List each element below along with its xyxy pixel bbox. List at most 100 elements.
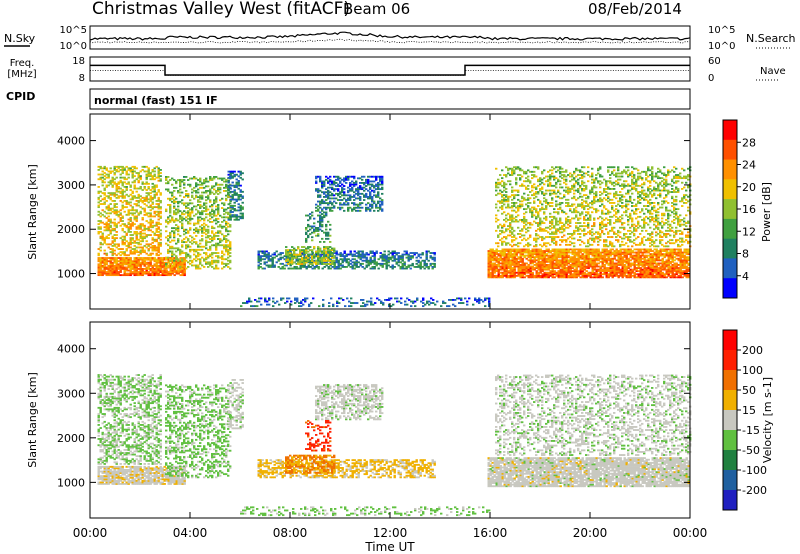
heatmap-cell [221,225,224,228]
heatmap-cell [169,231,172,234]
heatmap-cell [587,260,590,263]
heatmap-cell [641,271,644,274]
heatmap-cell [559,271,562,274]
heatmap-cell [623,254,626,257]
heatmap-cell [321,225,324,228]
heatmap-cell [603,253,606,256]
heatmap-cell [317,230,320,232]
heatmap-cell [305,228,308,231]
heatmap-cell [563,274,566,277]
heatmap-cell [645,250,648,252]
heatmap-cell [175,227,178,230]
heatmap-cell [109,232,112,235]
heatmap-cell [107,268,110,270]
heatmap-cell [235,192,238,195]
heatmap-cell [113,165,116,168]
heatmap-cell [137,272,140,275]
heatmap-cell [547,257,550,260]
heatmap-cell [139,206,142,209]
heatmap-cell [227,181,230,184]
heatmap-cell [501,265,504,268]
heatmap-cell [325,256,328,259]
heatmap-cell [229,170,232,173]
heatmap-cell [667,257,670,260]
heatmap-cell [111,178,114,181]
heatmap-cell [533,250,536,252]
heatmap-cell [601,254,604,257]
heatmap-cell [193,205,196,208]
heatmap-cell [173,262,176,265]
heatmap-cell [227,217,230,220]
heatmap-cell [339,253,342,256]
heatmap-cell [183,213,186,216]
heatmap-cell [283,267,286,270]
heatmap-cell [501,264,504,266]
heatmap-cell [223,219,226,222]
heatmap-cell [157,234,160,236]
heatmap-cell [307,234,310,237]
heatmap-cell [149,224,152,227]
heatmap-cell [365,256,368,259]
heatmap-cell [321,258,324,261]
heatmap-cell [529,260,532,263]
heatmap-cell [367,183,370,186]
heatmap-cell [159,172,162,174]
heatmap-cell [663,256,666,259]
heatmap-cell [499,251,502,254]
heatmap-cell [127,182,130,185]
heatmap-cell [141,258,144,261]
heatmap-cell [195,241,198,244]
heatmap-cell [229,202,232,205]
heatmap-cell [155,249,158,252]
heatmap-cell [509,271,512,274]
heatmap-cell [657,253,660,256]
heatmap-cell [173,221,176,223]
heatmap-cell [489,265,492,268]
heatmap-cell [113,261,116,264]
heatmap-cell [491,265,494,268]
heatmap-cell [131,195,134,198]
heatmap-cell [415,252,418,254]
heatmap-cell [367,180,370,183]
heatmap-cell [97,227,100,230]
heatmap-cell [109,260,112,263]
heatmap-cell [99,227,102,230]
heatmap-cell [183,238,186,240]
heatmap-cell [201,228,204,231]
heatmap-cell [491,251,494,254]
heatmap-cell [193,224,196,226]
heatmap-cell [115,223,118,226]
heatmap-cell [659,265,662,268]
heatmap-cell [131,241,134,244]
heatmap-cell [651,270,654,273]
heatmap-cell [181,252,184,254]
heatmap-cell [499,256,502,259]
heatmap-cell [241,172,244,175]
heatmap-cell [327,194,330,197]
heatmap-cell [505,270,508,273]
heatmap-cell [669,268,672,271]
heatmap-cell [121,196,124,199]
heatmap-cell [211,186,214,189]
heatmap-cell [117,263,120,266]
heatmap-cell [367,175,370,178]
heatmap-cell [179,258,182,261]
heatmap-cell [537,264,540,266]
heatmap-cell [517,257,520,260]
heatmap-cell [155,206,158,209]
heatmap-cell [663,276,666,279]
heatmap-cell [353,208,356,211]
heatmap-cell [231,184,234,187]
heatmap-cell [329,206,332,209]
heatmap-cell [97,190,100,193]
heatmap-cell [205,236,208,239]
heatmap-cell [589,248,592,251]
heatmap-cell [587,253,590,256]
heatmap-cell [177,219,180,222]
heatmap-cell [529,262,532,265]
heatmap-cell [643,257,646,260]
heatmap-cell [235,184,238,187]
heatmap-cell [133,252,136,255]
heatmap-cell [167,264,170,267]
heatmap-cell [503,251,506,254]
